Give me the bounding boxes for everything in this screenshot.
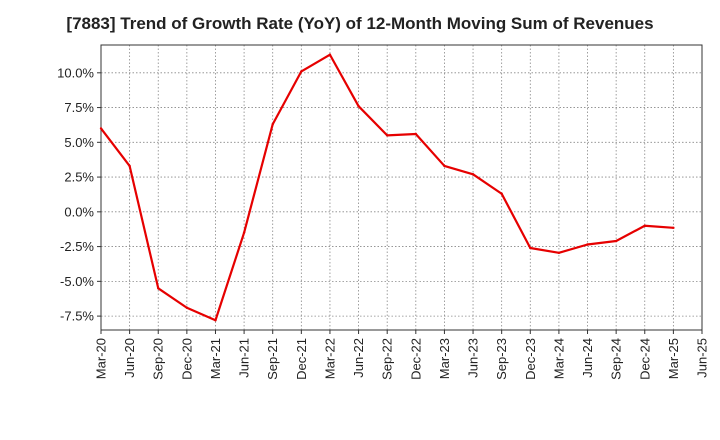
x-tick-label: Jun-21 [237, 338, 252, 378]
x-tick-label: Mar-22 [322, 338, 337, 379]
x-tick-label: Sep-24 [609, 338, 624, 380]
x-tick-label: Mar-24 [551, 338, 566, 379]
data-point [529, 246, 532, 250]
plot-area [101, 45, 702, 330]
x-tick-label: Dec-24 [637, 338, 652, 380]
data-point [242, 231, 246, 234]
data-point [672, 226, 675, 230]
data-point [471, 173, 475, 176]
data-point [414, 132, 418, 136]
x-tick-label: Jun-20 [122, 338, 137, 378]
data-point [214, 319, 217, 322]
data-point [157, 287, 160, 290]
x-tick-label: Sep-23 [494, 338, 509, 380]
x-tick-label: Mar-23 [437, 338, 452, 379]
x-tick-label: Jun-23 [466, 338, 481, 378]
x-tick-label: Jun-24 [580, 338, 595, 378]
data-point [443, 164, 446, 168]
data-point [385, 134, 389, 137]
data-point [643, 224, 646, 227]
x-tick-label: Dec-21 [294, 338, 309, 380]
data-point [271, 123, 274, 126]
data-point [357, 104, 360, 108]
x-tick-label: Sep-21 [265, 338, 280, 380]
x-tick-label: Sep-22 [380, 338, 395, 380]
data-point [586, 243, 589, 246]
x-tick-label: Dec-23 [523, 338, 538, 380]
x-tick-label: Dec-22 [408, 338, 423, 380]
x-tick-label: Sep-20 [151, 338, 166, 380]
data-point [300, 70, 303, 73]
y-tick-label: -5.0% [60, 274, 94, 289]
data-point [128, 164, 131, 168]
data-point [614, 239, 618, 243]
y-tick-label: 7.5% [64, 100, 94, 115]
chart-title: [7883] Trend of Growth Rate (YoY) of 12-… [66, 14, 654, 33]
data-point [328, 53, 332, 56]
data-point [99, 127, 103, 130]
x-tick-label: Mar-21 [208, 338, 223, 379]
x-tick-label: Jun-25 [695, 338, 710, 378]
data-point [185, 306, 189, 309]
y-tick-label: 5.0% [64, 135, 94, 150]
y-tick-label: 2.5% [64, 170, 94, 185]
y-tick-label: -7.5% [60, 309, 94, 324]
y-tick-label: 10.0% [57, 65, 94, 80]
x-tick-label: Mar-25 [666, 338, 681, 379]
plot-border [100, 44, 703, 331]
x-tick-label: Dec-20 [179, 338, 194, 380]
x-tick-label: Mar-20 [94, 338, 109, 379]
y-tick-label: -2.5% [60, 239, 94, 254]
data-point [500, 192, 503, 195]
data-point [557, 251, 561, 255]
y-tick-label: 0.0% [64, 204, 94, 219]
x-tick-label: Jun-22 [351, 338, 366, 378]
